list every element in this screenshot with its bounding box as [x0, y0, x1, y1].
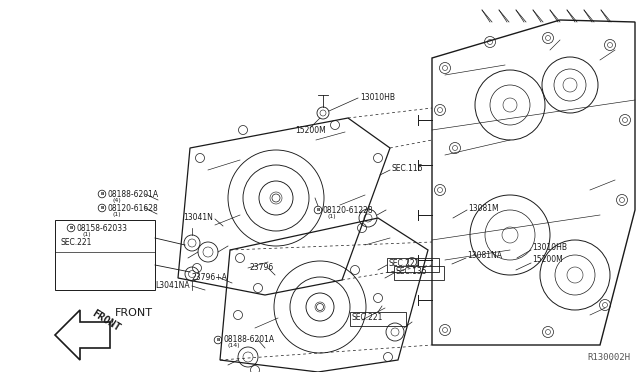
Text: SEC.135: SEC.135	[396, 267, 428, 276]
Text: 23796: 23796	[250, 263, 275, 273]
Text: 13010HB: 13010HB	[360, 93, 395, 102]
Circle shape	[272, 194, 280, 202]
Text: 13041N: 13041N	[183, 212, 213, 221]
Text: B: B	[316, 208, 320, 212]
Text: R130002H: R130002H	[587, 353, 630, 362]
Text: B: B	[100, 206, 104, 210]
Text: FRONT: FRONT	[90, 308, 122, 333]
Text: (1): (1)	[328, 214, 337, 218]
Text: FRONT: FRONT	[115, 308, 153, 318]
Text: 13081NA: 13081NA	[467, 250, 502, 260]
Text: B: B	[216, 338, 220, 342]
Bar	[394, 266, 444, 280]
Text: 08120-61228: 08120-61228	[323, 205, 374, 215]
Text: B: B	[100, 192, 104, 196]
Bar	[387, 258, 439, 272]
Text: (1): (1)	[112, 212, 120, 217]
Text: SEC.221: SEC.221	[389, 260, 420, 269]
Text: 08120-61628: 08120-61628	[107, 203, 157, 212]
Text: 13081M: 13081M	[468, 203, 499, 212]
Text: 13010HB: 13010HB	[532, 243, 567, 251]
Text: 08158-62033: 08158-62033	[76, 224, 127, 232]
Text: (14): (14)	[228, 343, 241, 349]
Text: 08188-6201A: 08188-6201A	[107, 189, 158, 199]
Text: SEC.116: SEC.116	[392, 164, 424, 173]
Text: L3041NA: L3041NA	[155, 282, 189, 291]
Text: (1): (1)	[82, 231, 91, 237]
Circle shape	[317, 304, 323, 311]
Bar	[350, 312, 406, 326]
Text: (4): (4)	[112, 198, 121, 202]
Text: SEC.221: SEC.221	[60, 237, 92, 247]
Text: B: B	[69, 226, 73, 230]
Bar	[55, 220, 155, 290]
Text: 15200M: 15200M	[295, 125, 326, 135]
Text: 15200M: 15200M	[532, 256, 563, 264]
Text: 23796+A: 23796+A	[192, 273, 228, 282]
Text: 08188-6201A: 08188-6201A	[224, 336, 275, 344]
Text: SEC.221: SEC.221	[352, 314, 383, 323]
